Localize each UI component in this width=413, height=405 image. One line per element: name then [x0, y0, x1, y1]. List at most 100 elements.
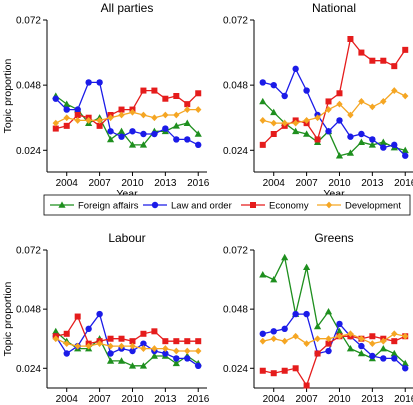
- y-tick-label: 0.024: [16, 146, 41, 157]
- data-point: [292, 65, 299, 73]
- data-point: [402, 365, 409, 372]
- x-tick-label: 2007: [88, 178, 111, 189]
- data-point: [194, 130, 202, 137]
- data-point: [401, 146, 409, 154]
- y-tick-label: 0.072: [223, 16, 248, 27]
- legend-entry: Development: [317, 201, 401, 212]
- x-tick-label: 2013: [361, 394, 384, 405]
- data-point: [259, 97, 267, 105]
- data-point: [292, 332, 299, 340]
- chart-panel-3: Labour 0.024 0.048 0.072 2004 2007 2010 2013 201…: [2, 231, 210, 405]
- data-point: [380, 144, 387, 151]
- data-point: [117, 127, 126, 135]
- data-point: [128, 362, 137, 369]
- data-point: [391, 63, 398, 70]
- data-point: [118, 111, 125, 119]
- data-point: [303, 310, 310, 318]
- data-point: [303, 117, 310, 124]
- data-point: [336, 100, 343, 108]
- data-point: [140, 130, 147, 138]
- data-point: [391, 355, 398, 362]
- data-point: [172, 122, 180, 129]
- data-point: [380, 57, 387, 64]
- data-point: [96, 117, 103, 124]
- x-tick-label: 2016: [187, 178, 210, 189]
- chart-title: National: [312, 1, 356, 15]
- data-point: [63, 106, 70, 113]
- y-axis-label: Topic proportion: [2, 58, 14, 133]
- data-point: [347, 330, 354, 338]
- x-tick-label: 2013: [361, 178, 384, 189]
- data-point: [292, 127, 300, 135]
- data-point: [380, 98, 387, 105]
- data-point: [402, 92, 409, 100]
- data-point: [390, 349, 398, 357]
- data-point: [281, 337, 288, 345]
- data-point: [129, 342, 136, 350]
- data-point: [346, 344, 355, 352]
- data-point: [139, 362, 148, 369]
- data-point: [270, 119, 277, 127]
- y-tick-label: 0.024: [16, 364, 41, 375]
- data-point: [357, 349, 365, 357]
- data-point: [314, 136, 321, 143]
- data-point: [336, 117, 343, 124]
- data-point: [314, 114, 321, 122]
- data-point: [162, 125, 169, 132]
- data-point: [195, 141, 202, 149]
- series-development: [259, 87, 409, 127]
- data-point: [369, 136, 376, 143]
- legend-marker: [250, 202, 256, 208]
- data-point: [162, 350, 169, 357]
- data-point: [151, 130, 158, 138]
- data-point: [140, 87, 147, 94]
- legend-label: Development: [345, 201, 401, 212]
- data-point: [63, 340, 70, 348]
- series-economy: [259, 36, 409, 148]
- data-point: [292, 365, 299, 372]
- data-point: [358, 342, 365, 350]
- chart-panel-4: Greens 0.024 0.048 0.072 2004 2007 2010 2013 201…: [223, 231, 413, 405]
- data-point: [347, 111, 354, 119]
- data-point: [401, 359, 409, 367]
- data-point: [336, 332, 343, 340]
- data-point: [195, 362, 202, 370]
- legend-label: Law and order: [171, 201, 232, 212]
- data-point: [151, 345, 158, 352]
- data-point: [270, 275, 278, 283]
- x-tick-label: 2010: [328, 178, 351, 189]
- x-tick-label: 2004: [263, 394, 286, 405]
- x-tick-label: 2010: [328, 394, 351, 405]
- data-point: [379, 138, 387, 145]
- x-tick-label: 2007: [88, 394, 111, 405]
- legend-label: Foreign affairs: [78, 201, 139, 212]
- data-point: [74, 313, 81, 320]
- y-axis-label: Topic proportion: [2, 281, 14, 356]
- data-point: [85, 79, 92, 86]
- data-point: [140, 330, 147, 337]
- data-point: [314, 350, 321, 357]
- data-point: [173, 347, 180, 355]
- x-tick-label: 2004: [56, 394, 79, 405]
- data-point: [118, 106, 125, 113]
- data-point: [85, 342, 92, 350]
- data-point: [358, 49, 365, 56]
- data-point: [195, 90, 202, 97]
- data-point: [358, 335, 365, 343]
- series-foreign-affairs: [259, 253, 409, 367]
- legend-entry: Economy: [241, 201, 309, 212]
- data-point: [63, 122, 70, 129]
- data-point: [281, 92, 288, 100]
- data-point: [369, 340, 376, 348]
- data-point: [173, 338, 180, 345]
- y-tick-label: 0.048: [16, 81, 41, 92]
- data-point: [303, 263, 311, 271]
- y-tick-label: 0.048: [223, 81, 248, 92]
- x-tick-label: 2013: [154, 394, 177, 405]
- legend-marker: [151, 201, 159, 209]
- data-point: [391, 338, 398, 345]
- legend-label: Economy: [269, 201, 309, 212]
- data-point: [172, 359, 180, 367]
- data-point: [107, 342, 114, 350]
